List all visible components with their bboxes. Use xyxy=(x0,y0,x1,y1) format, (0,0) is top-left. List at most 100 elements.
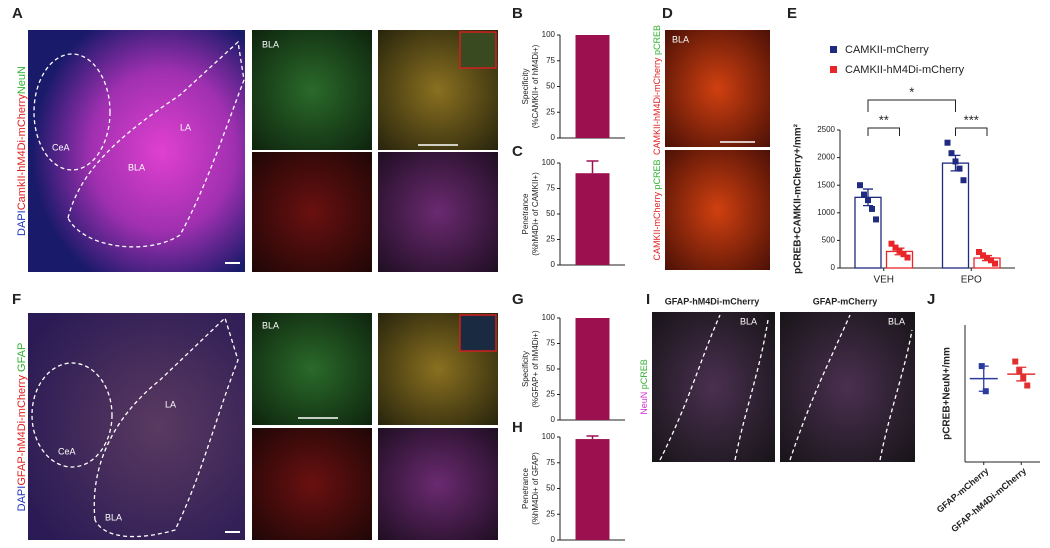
channel: CAMKII-mCherry xyxy=(652,192,662,261)
data-point xyxy=(988,257,994,264)
y-axis-label: (%CAMKII+ of hM4Di+) xyxy=(531,44,540,128)
bar xyxy=(575,318,610,420)
inset xyxy=(459,31,497,69)
y-axis-label: Specificity xyxy=(521,351,530,387)
channel: pCREB xyxy=(652,25,662,55)
panel-letter: A xyxy=(12,5,23,22)
y-tick-label: 25 xyxy=(546,235,555,244)
image-title: GFAP-hM4Di-mCherry xyxy=(665,296,760,306)
bar xyxy=(854,196,882,269)
legend-swatch xyxy=(830,46,837,53)
y-tick-label: 2000 xyxy=(817,153,835,162)
image xyxy=(780,312,915,462)
region-outline xyxy=(31,362,113,468)
data-point xyxy=(865,197,871,204)
y-tick-label: 50 xyxy=(546,82,555,91)
region-outline xyxy=(33,53,111,171)
channel-label: CAMKII-mCherry pCREB xyxy=(652,159,662,260)
y-tick-label: 500 xyxy=(822,236,836,245)
y-tick-label: 1000 xyxy=(817,208,835,217)
y-tick-label: 50 xyxy=(546,484,555,493)
significance-label: *** xyxy=(964,112,979,127)
panel-letter: H xyxy=(512,419,523,436)
image xyxy=(28,30,245,272)
channel: pCREB xyxy=(652,159,662,189)
channel: DAPI xyxy=(16,486,28,512)
region-label: LA xyxy=(180,122,191,132)
inset-label: BLA xyxy=(262,39,279,49)
legend-label: CAMKII-mCherry xyxy=(845,44,929,56)
channel: GFAP xyxy=(16,343,28,372)
panel-letter: F xyxy=(12,291,21,308)
significance-bracket xyxy=(867,127,900,136)
image xyxy=(252,428,372,540)
channel-label: DAPIGFAP-hM4Di-mCherry GFAP xyxy=(16,343,28,512)
y-tick-label: 100 xyxy=(542,158,556,167)
panel-letter: B xyxy=(512,5,523,22)
error-bar xyxy=(586,160,599,174)
channel: DAPI xyxy=(16,210,28,236)
region-label: CeA xyxy=(52,142,70,152)
data-point xyxy=(888,240,895,247)
y-axis-label: pCREB+CAMKII-mCherry+/mm² xyxy=(793,123,804,274)
data-point xyxy=(944,139,951,146)
data-point xyxy=(952,158,959,165)
data-point xyxy=(956,165,963,172)
data-point xyxy=(984,255,990,262)
y-tick-label: 0 xyxy=(551,133,556,142)
data-point xyxy=(1012,358,1019,365)
image xyxy=(665,150,770,270)
significance-bracket xyxy=(955,127,988,136)
inset-label: BLA xyxy=(672,34,689,44)
y-tick-label: 25 xyxy=(546,107,555,116)
data-point xyxy=(980,252,986,259)
panel-letter: E xyxy=(787,5,797,22)
y-tick-label: 75 xyxy=(546,339,555,348)
data-point xyxy=(873,216,879,223)
channel: CAMKII-hM4Di-mCherry xyxy=(652,57,662,155)
image xyxy=(252,30,372,150)
image xyxy=(652,312,775,462)
data-point xyxy=(1020,374,1027,381)
channel: NeuN xyxy=(639,392,649,415)
y-tick-label: 0 xyxy=(831,263,836,272)
y-tick-label: 1500 xyxy=(817,180,835,189)
region-label: BLA xyxy=(105,512,122,522)
region-outline xyxy=(67,40,245,248)
y-tick-label: 0 xyxy=(551,535,556,544)
image xyxy=(252,152,372,272)
region-outline xyxy=(93,316,239,538)
inset xyxy=(459,314,497,352)
panel-letter: C xyxy=(512,143,523,160)
image xyxy=(378,428,498,540)
data-point xyxy=(976,248,982,255)
region-label: LA xyxy=(165,399,176,409)
channel-label: CAMKII-hM4Di-mCherry pCREB xyxy=(652,25,662,155)
y-tick-label: 50 xyxy=(546,209,555,218)
data-point xyxy=(978,363,985,370)
inset-label: BLA xyxy=(262,320,279,330)
image xyxy=(378,152,498,272)
significance-bracket xyxy=(867,99,956,112)
y-tick-label: 75 xyxy=(546,56,555,65)
legend-swatch xyxy=(830,66,837,73)
y-axis-label: Specificity xyxy=(521,68,530,104)
y-tick-label: 25 xyxy=(546,509,555,518)
bar xyxy=(575,439,610,540)
channel: pCREB xyxy=(639,359,649,389)
panel-letter: G xyxy=(512,291,524,308)
x-tick-label: VEH xyxy=(873,275,894,286)
y-axis-label: Penetrance xyxy=(521,193,530,234)
y-tick-label: 75 xyxy=(546,458,555,467)
y-axis-label: Penetrance xyxy=(521,467,530,508)
channel: GFAP-hM4Di-mCherry xyxy=(16,375,28,486)
channel: NeuN xyxy=(16,66,28,94)
y-tick-label: 100 xyxy=(542,432,556,441)
y-tick-label: 0 xyxy=(551,415,556,424)
image xyxy=(28,313,245,540)
legend-label: CAMKII-hM4Di-mCherry xyxy=(845,64,965,76)
x-tick-label: GFAP-hM4Di-mCherry xyxy=(949,466,1028,534)
data-point xyxy=(892,244,899,251)
y-tick-label: 75 xyxy=(546,184,555,193)
